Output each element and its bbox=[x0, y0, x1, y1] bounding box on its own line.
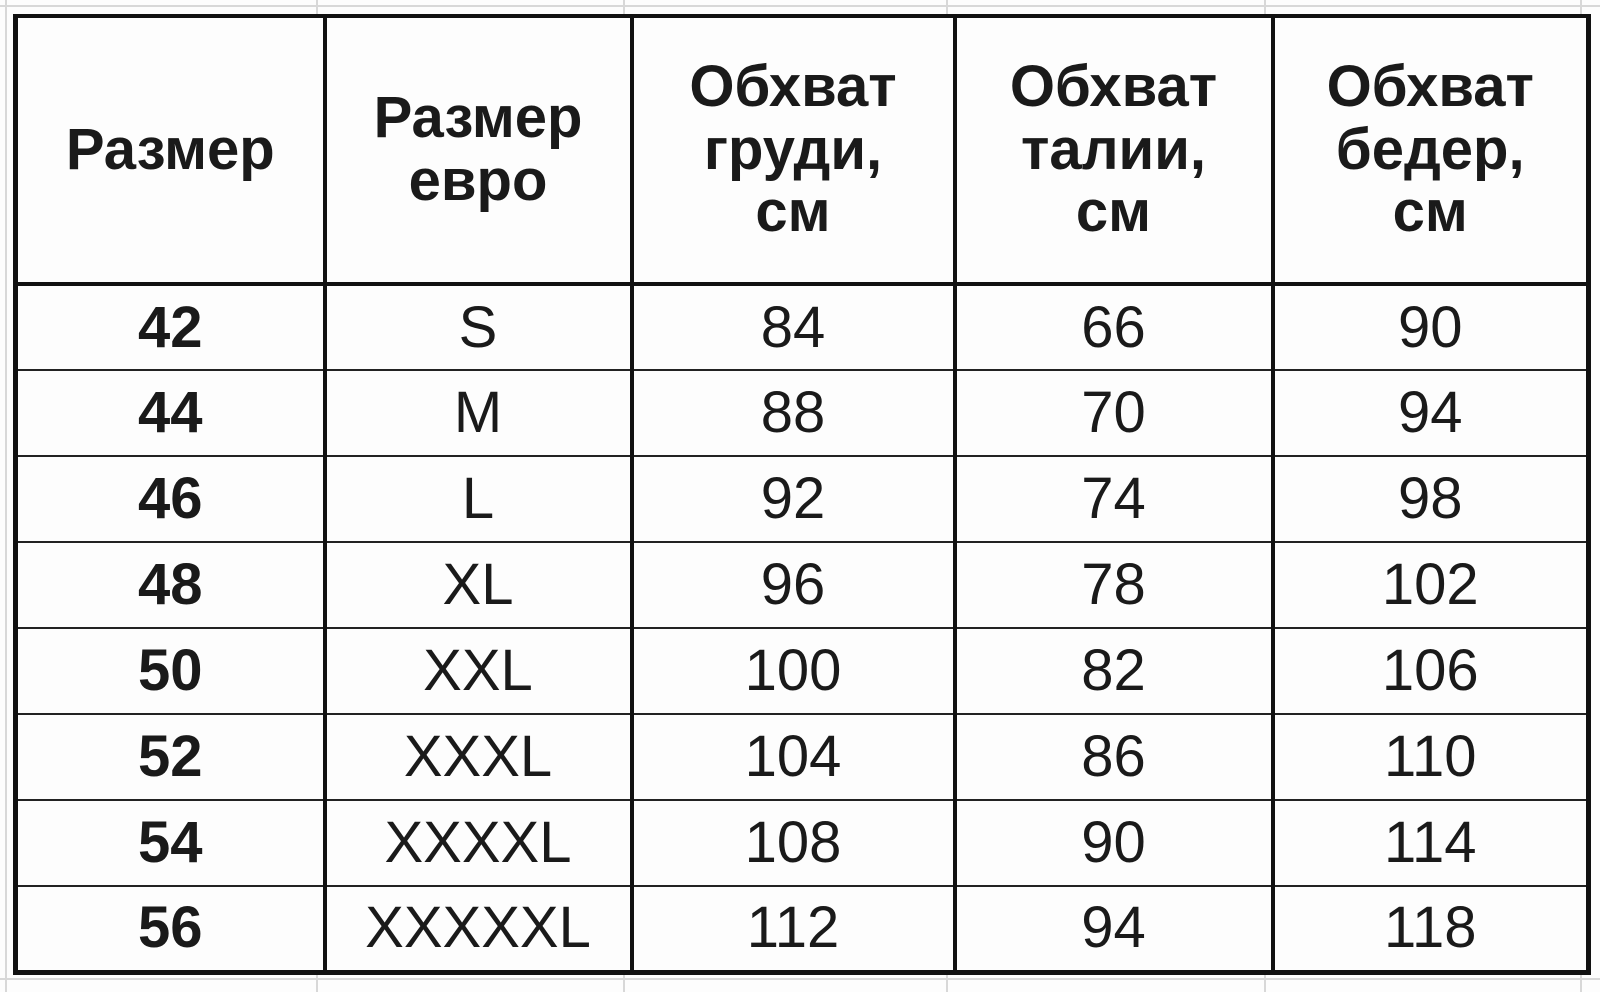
header-line: груди, bbox=[703, 116, 883, 182]
cell-hips: 102 bbox=[1270, 541, 1591, 629]
cell-hips: 106 bbox=[1270, 627, 1591, 715]
cell-hips: 118 bbox=[1270, 885, 1591, 975]
header-line: Обхват bbox=[689, 54, 897, 120]
table-row: 52 XXXL 104 86 110 bbox=[13, 713, 1591, 801]
table-row: 56 XXXXXL 112 94 118 bbox=[13, 885, 1591, 975]
size-chart-table: Размер Размер евро Обхват груди, см Обхв… bbox=[13, 14, 1591, 975]
header-line: Обхват bbox=[1326, 54, 1534, 120]
column-header-chest: Обхват груди, см bbox=[629, 14, 957, 286]
size-chart-table-container: Размер Размер евро Обхват груди, см Обхв… bbox=[13, 14, 1591, 975]
cell-hips: 98 bbox=[1270, 455, 1591, 543]
header-line: бедер, bbox=[1335, 116, 1525, 182]
cell-size: 42 bbox=[13, 283, 327, 371]
cell-waist: 90 bbox=[952, 799, 1275, 887]
header-line: см bbox=[1075, 179, 1152, 245]
header-line: Размер bbox=[65, 116, 275, 182]
cell-size: 44 bbox=[13, 369, 327, 457]
cell-hips: 110 bbox=[1270, 713, 1591, 801]
cell-waist: 86 bbox=[952, 713, 1275, 801]
cell-chest: 112 bbox=[629, 885, 957, 975]
column-header-waist: Обхват талии, см bbox=[952, 14, 1275, 286]
cell-hips: 94 bbox=[1270, 369, 1591, 457]
cell-euro: XXXL bbox=[322, 713, 634, 801]
header-line: см bbox=[755, 179, 831, 245]
table-row: 48 XL 96 78 102 bbox=[13, 541, 1591, 629]
column-header-euro-size: Размер евро bbox=[322, 14, 634, 286]
table-row: 54 XXXXL 108 90 114 bbox=[13, 799, 1591, 887]
cell-size: 46 bbox=[13, 455, 327, 543]
cell-chest: 104 bbox=[629, 713, 957, 801]
table-header: Размер Размер евро Обхват груди, см Обхв… bbox=[13, 14, 1591, 286]
cell-euro: XXXXL bbox=[322, 799, 634, 887]
column-header-hips: Обхват бедер, см bbox=[1270, 14, 1591, 286]
cell-euro: S bbox=[322, 283, 634, 371]
cell-waist: 82 bbox=[952, 627, 1275, 715]
header-line: Обхват bbox=[1009, 54, 1218, 120]
header-line: евро bbox=[408, 148, 548, 213]
cell-size: 54 bbox=[13, 799, 327, 887]
table-row: 42 S 84 66 90 bbox=[13, 283, 1591, 371]
cell-chest: 84 bbox=[629, 283, 957, 371]
grid-line-horizontal bbox=[0, 978, 1600, 980]
cell-chest: 96 bbox=[629, 541, 957, 629]
table-body: 42 S 84 66 90 44 M 88 70 94 46 L 92 bbox=[13, 283, 1591, 975]
cell-size: 50 bbox=[13, 627, 327, 715]
cell-waist: 66 bbox=[952, 283, 1275, 371]
cell-chest: 108 bbox=[629, 799, 957, 887]
cell-euro: XXXXXL bbox=[322, 885, 634, 975]
cell-waist: 74 bbox=[952, 455, 1275, 543]
grid-line-horizontal bbox=[0, 5, 1600, 7]
column-header-size: Размер bbox=[13, 14, 327, 286]
header-line: Размер bbox=[373, 85, 583, 151]
cell-chest: 92 bbox=[629, 455, 957, 543]
cell-euro: XXL bbox=[322, 627, 634, 715]
cell-waist: 94 bbox=[952, 885, 1275, 975]
cell-waist: 70 bbox=[952, 369, 1275, 457]
header-line: см bbox=[1392, 179, 1468, 245]
cell-euro: M bbox=[322, 369, 634, 457]
cell-euro: XL bbox=[322, 541, 634, 629]
cell-euro: L bbox=[322, 455, 634, 543]
header-line: талии, bbox=[1021, 116, 1206, 182]
cell-chest: 100 bbox=[629, 627, 957, 715]
cell-chest: 88 bbox=[629, 369, 957, 457]
cell-size: 56 bbox=[13, 885, 327, 975]
cell-hips: 114 bbox=[1270, 799, 1591, 887]
table-row: 50 XXL 100 82 106 bbox=[13, 627, 1591, 715]
grid-line-vertical bbox=[5, 0, 7, 992]
table-row: 46 L 92 74 98 bbox=[13, 455, 1591, 543]
cell-waist: 78 bbox=[952, 541, 1275, 629]
cell-hips: 90 bbox=[1270, 283, 1591, 371]
cell-size: 48 bbox=[13, 541, 327, 629]
cell-size: 52 bbox=[13, 713, 327, 801]
header-row: Размер Размер евро Обхват груди, см Обхв… bbox=[13, 14, 1591, 286]
table-row: 44 M 88 70 94 bbox=[13, 369, 1591, 457]
